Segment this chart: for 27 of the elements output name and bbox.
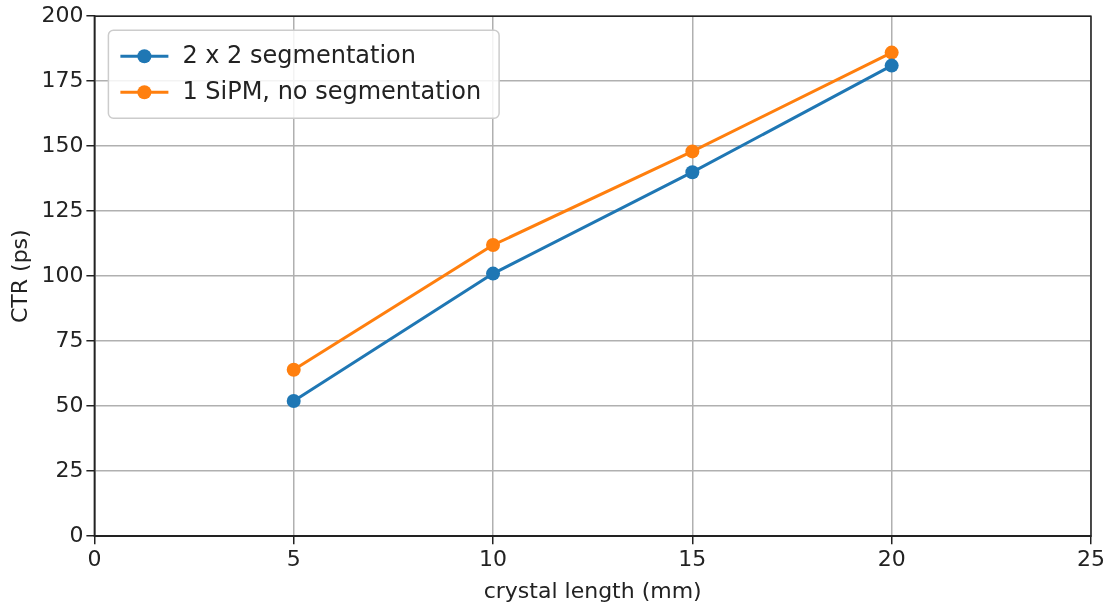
- point: [486, 266, 501, 281]
- x-tick-label: 20: [877, 546, 906, 572]
- y-tick-label: 0: [69, 521, 84, 547]
- point: [286, 394, 301, 408]
- x-axis-title: crystal length (mm): [483, 577, 702, 603]
- x-tick-label: 5: [286, 546, 301, 572]
- x-tick-label: 0: [87, 546, 102, 572]
- x-tick-label: 10: [479, 546, 508, 572]
- y-tick-label: 50: [55, 391, 84, 417]
- y-tick-label: 200: [41, 1, 84, 27]
- y-axis-title: CTR (ps): [6, 229, 32, 324]
- point: [685, 165, 700, 180]
- y-tick-label: 125: [41, 196, 84, 222]
- point: [884, 58, 899, 73]
- point: [286, 362, 301, 377]
- y-tick-label: 75: [55, 326, 84, 352]
- y-tick-label: 25: [55, 456, 84, 482]
- x-tick-label: 25: [1077, 546, 1105, 572]
- y-tick-label: 100: [41, 261, 84, 287]
- legend-label: 1 SiPM, no segmentation: [182, 77, 482, 106]
- point: [486, 238, 501, 252]
- point: [884, 45, 899, 60]
- y-tick-label: 150: [41, 131, 84, 157]
- y-tick-label: 175: [41, 66, 84, 92]
- x-tick-label: 15: [678, 546, 707, 572]
- legend-label: 2 x 2 segmentation: [182, 41, 416, 70]
- point: [685, 144, 700, 159]
